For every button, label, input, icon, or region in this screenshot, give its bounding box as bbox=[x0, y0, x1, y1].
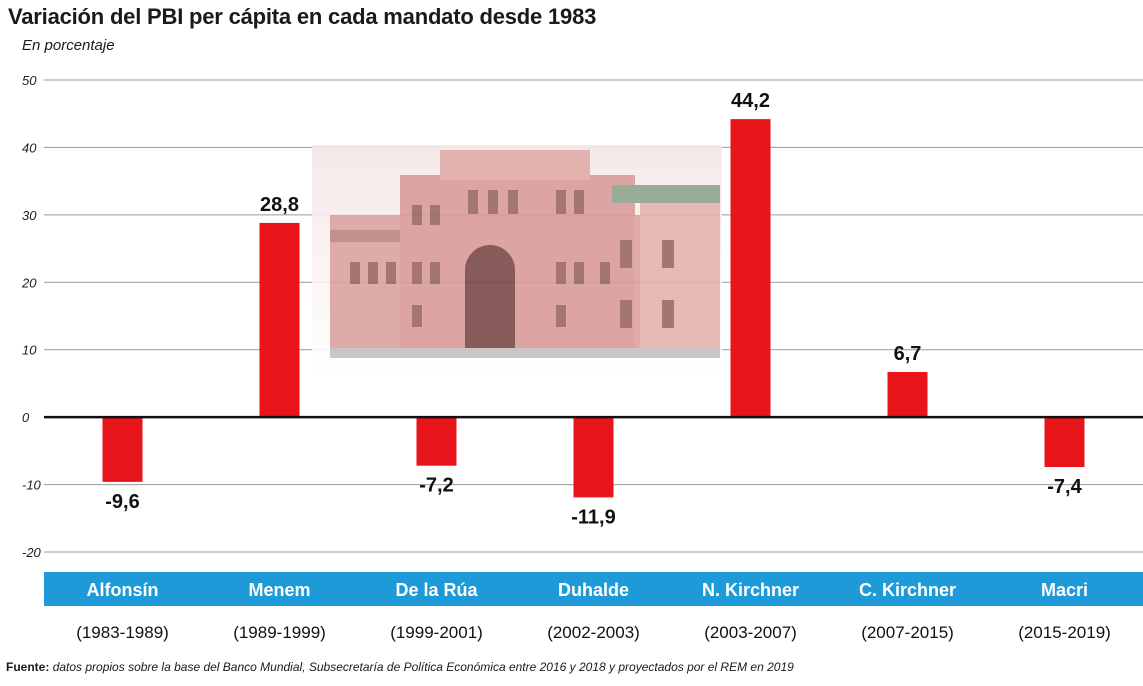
casa-rosada-illustration bbox=[312, 145, 722, 375]
data-label: -9,6 bbox=[105, 491, 139, 513]
chart-title: Variación del PBI per cápita en cada man… bbox=[8, 4, 597, 29]
data-label: -7,4 bbox=[1047, 476, 1082, 498]
period-label: (1989-1999) bbox=[233, 623, 326, 642]
period-label: (2002-2003) bbox=[547, 623, 640, 642]
period-label: (2015-2019) bbox=[1018, 623, 1111, 642]
data-label: 44,2 bbox=[731, 90, 770, 112]
y-tick-label: 10 bbox=[22, 343, 37, 358]
y-tick-label: 40 bbox=[22, 140, 37, 155]
period-label: (2003-2007) bbox=[704, 623, 797, 642]
y-tick-label: 0 bbox=[22, 410, 30, 425]
data-label: 28,8 bbox=[260, 194, 299, 216]
category-label: Menem bbox=[248, 580, 310, 600]
source-label: Fuente: bbox=[6, 660, 50, 674]
bar-de-la-r-a bbox=[416, 417, 457, 466]
period-label: (2007-2015) bbox=[861, 623, 954, 642]
y-tick-label: 50 bbox=[22, 73, 37, 88]
category-label: Duhalde bbox=[558, 580, 629, 600]
category-label: Macri bbox=[1041, 580, 1088, 600]
bar-alfons-n bbox=[102, 417, 143, 482]
bar-n-kirchner bbox=[730, 119, 771, 418]
data-label: 6,7 bbox=[894, 343, 922, 365]
category-label: C. Kirchner bbox=[859, 580, 956, 600]
bar-macri bbox=[1044, 417, 1085, 468]
category-label: N. Kirchner bbox=[702, 580, 799, 600]
y-tick-label: -10 bbox=[22, 478, 42, 493]
chart-subtitle: En porcentaje bbox=[22, 37, 115, 54]
y-tick-label: 30 bbox=[22, 208, 37, 223]
y-tick-label: 20 bbox=[21, 275, 37, 290]
bar-menem bbox=[259, 222, 300, 418]
bar-duhalde bbox=[573, 417, 614, 498]
category-label: Alfonsín bbox=[87, 580, 159, 600]
source-text: datos propios sobre la base del Banco Mu… bbox=[52, 660, 794, 674]
president-name-band bbox=[44, 572, 1143, 606]
data-label: -7,2 bbox=[419, 475, 453, 497]
data-label: -11,9 bbox=[571, 506, 615, 528]
period-label: (1983-1989) bbox=[76, 623, 169, 642]
bar-chart: 50 40 30 20 10 0 -10 -20 -9,6 28,8 -7,2 -11,9 44,2 6… bbox=[21, 73, 1143, 642]
y-tick-label: -20 bbox=[22, 545, 42, 560]
source-note: Fuente: datos propios sobre la base del … bbox=[6, 660, 794, 674]
period-label: (1999-2001) bbox=[390, 623, 483, 642]
bar-c-kirchner bbox=[887, 371, 928, 418]
category-label: De la Rúa bbox=[395, 580, 478, 600]
